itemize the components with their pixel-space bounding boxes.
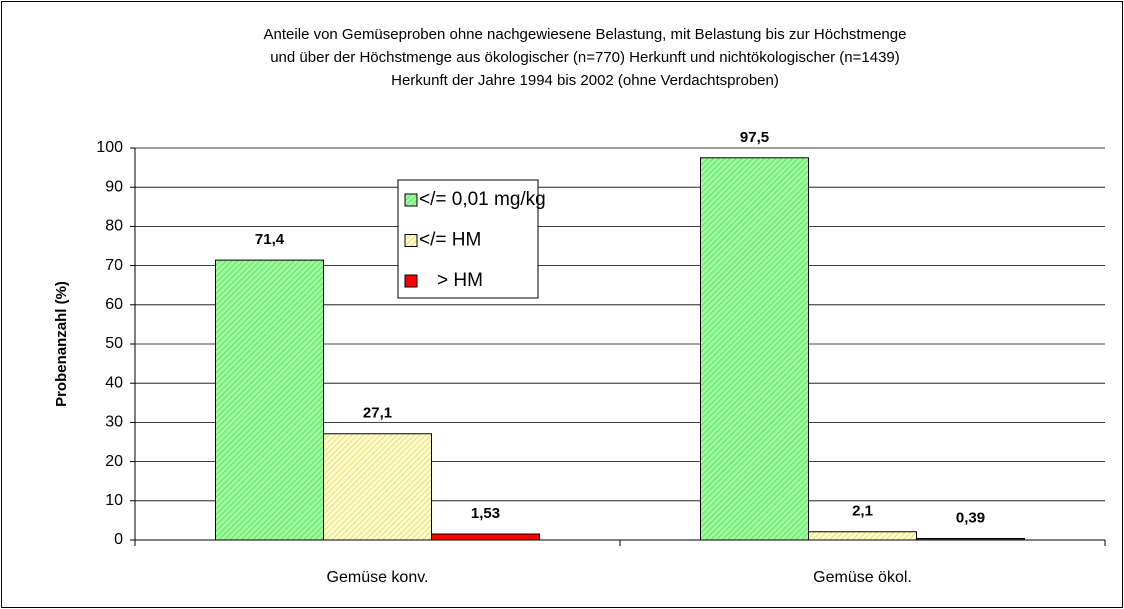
y-tick-label: 100 [96, 139, 123, 156]
y-tick-label: 70 [105, 257, 123, 274]
legend-label: </= HM [419, 230, 481, 251]
y-tick-label: 10 [105, 492, 123, 509]
value-label: 71,4 [255, 231, 285, 248]
bar [700, 157, 809, 541]
y-tick-label: 30 [105, 414, 123, 431]
y-tick-label: 50 [105, 335, 123, 352]
y-tick-label: 40 [105, 374, 123, 391]
value-label: 2,1 [852, 503, 873, 520]
bar [215, 259, 324, 541]
legend-box [397, 179, 539, 299]
chart-title: Anteile von Gemüseproben ohne nachgewies… [264, 26, 907, 43]
value-label: 27,1 [363, 405, 392, 422]
chart-title: Herkunft der Jahre 1994 bis 2002 (ohne V… [391, 72, 779, 89]
x-tick-label: Gemüse ökol. [813, 569, 912, 586]
y-axis-title: Probenanzahl (%) [53, 281, 70, 407]
bar [808, 531, 917, 541]
chart-title: und über der Höchstmenge aus ökologische… [270, 49, 900, 66]
y-tick-label: 20 [105, 453, 123, 470]
y-tick-label: 0 [114, 531, 123, 548]
legend-swatch [404, 193, 418, 207]
x-tick-label: Gemüse konv. [327, 569, 429, 586]
legend-label: </= 0,01 mg/kg [419, 189, 546, 210]
bar [323, 433, 432, 541]
legend-label: > HM [437, 270, 483, 291]
value-label: 1,53 [471, 505, 500, 522]
value-label: 97,5 [740, 129, 769, 146]
bar [431, 533, 540, 541]
legend-swatch [404, 234, 418, 247]
y-tick-label: 80 [105, 218, 123, 235]
bar [916, 537, 1025, 541]
legend-swatch [404, 274, 418, 288]
y-tick-label: 60 [105, 296, 123, 313]
y-tick-label: 90 [105, 178, 123, 195]
value-label: 0,39 [956, 509, 985, 526]
